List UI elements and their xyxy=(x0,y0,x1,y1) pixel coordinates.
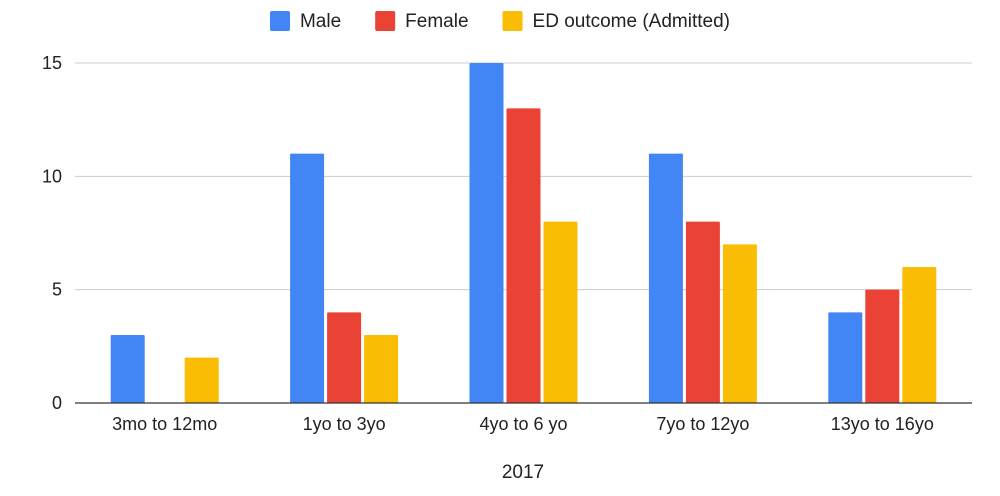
bar xyxy=(828,312,863,403)
y-tick-label: 15 xyxy=(42,53,62,73)
bar xyxy=(469,63,504,403)
bars xyxy=(110,63,937,403)
bar xyxy=(290,153,325,403)
y-tick-label: 10 xyxy=(42,166,62,186)
bar xyxy=(648,153,683,403)
y-axis: 0 5 10 15 xyxy=(42,53,62,413)
x-tick-label: 13yo to 16yo xyxy=(831,414,934,434)
legend-swatch xyxy=(375,11,396,31)
x-axis: 3mo to 12mo 1yo to 3yo 4yo to 6 yo 7yo to 1… xyxy=(75,402,972,434)
legend-label: ED outcome (Admitted) xyxy=(533,11,730,32)
x-tick-label: 7yo to 12yo xyxy=(656,414,749,434)
bar xyxy=(184,357,219,403)
bar xyxy=(685,221,720,403)
bar xyxy=(364,335,399,403)
x-tick-label: 3mo to 12mo xyxy=(112,414,217,434)
bar xyxy=(865,289,900,403)
y-tick-label: 0 xyxy=(52,393,62,413)
x-tick-label: 1yo to 3yo xyxy=(303,414,386,434)
bar xyxy=(506,108,541,403)
x-tick-label: 4yo to 6 yo xyxy=(479,414,567,434)
bar xyxy=(722,244,757,403)
y-tick-label: 5 xyxy=(52,280,62,300)
x-axis-title: 2017 xyxy=(502,462,544,483)
legend: Male Female ED outcome (Admitted) xyxy=(269,11,730,32)
legend-swatch xyxy=(502,11,523,31)
bar xyxy=(902,267,937,403)
legend-label: Female xyxy=(405,11,468,32)
bar xyxy=(110,335,145,403)
bar xyxy=(327,312,362,403)
legend-swatch xyxy=(269,11,290,31)
legend-label: Male xyxy=(300,11,341,32)
bar xyxy=(543,221,578,403)
